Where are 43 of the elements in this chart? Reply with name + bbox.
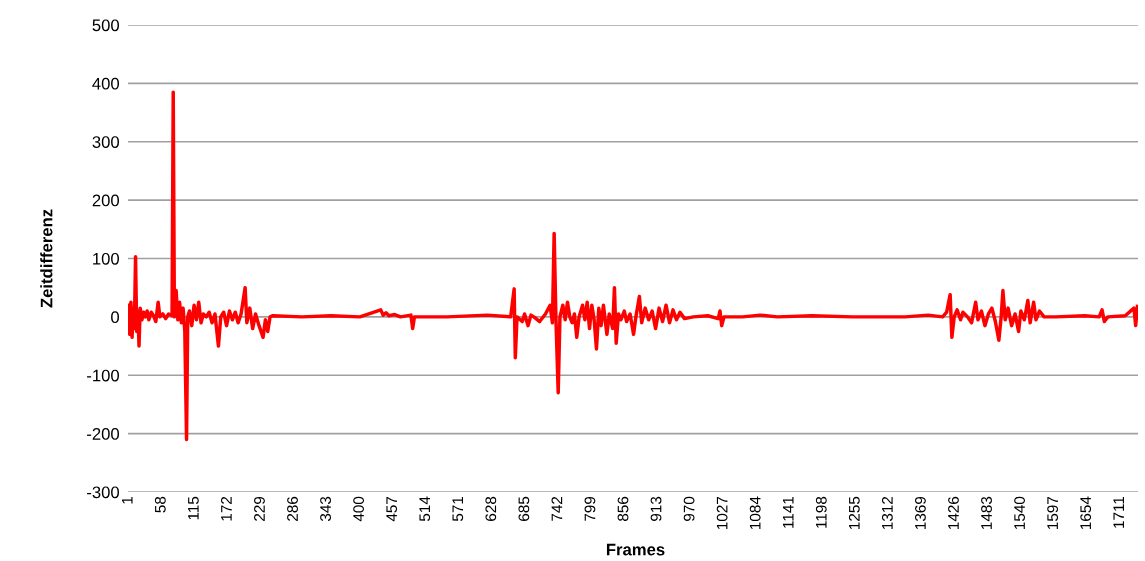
x-tick-label: 571 <box>452 496 464 522</box>
x-tick-label: 1198 <box>815 496 827 528</box>
x-tick-label: 742 <box>551 496 563 521</box>
x-tick-label: 1 <box>122 496 133 504</box>
x-tick-label: 1369 <box>915 496 926 529</box>
x-tick-label: 1141 <box>782 496 794 528</box>
x-tick-label: 1597 <box>1047 496 1059 529</box>
x-tick-label: 58 <box>154 496 166 513</box>
x-tick-label: 799 <box>584 496 596 521</box>
x-tick-label: 1084 <box>749 496 761 529</box>
x-tick-label: 913 <box>650 496 662 521</box>
x-tick-label: 343 <box>320 496 331 522</box>
y-tick-label: 100 <box>93 252 120 265</box>
x-tick-label: 172 <box>221 496 232 521</box>
x-tick-label: 1483 <box>981 496 992 529</box>
x-tick-label: 1711 <box>1113 496 1124 528</box>
x-tick-label: 229 <box>254 496 265 521</box>
x-tick-label: 286 <box>287 496 298 521</box>
y-tick-label: 400 <box>92 77 120 90</box>
y-tick-label: -200 <box>87 428 120 440</box>
x-tick-label: 1426 <box>948 496 959 529</box>
y-tick-label: -100 <box>87 369 120 382</box>
y-tick-label: 0 <box>111 311 120 324</box>
x-tick-label: 685 <box>518 496 530 521</box>
x-tick-label: 1312 <box>881 496 893 529</box>
line-series <box>128 90 1138 442</box>
y-axis-title: Zeitdifferenz <box>40 209 53 308</box>
x-tick-label: 514 <box>419 496 431 522</box>
x-tick-label: 115 <box>188 496 199 520</box>
x-tick-label: 1654 <box>1080 496 1092 529</box>
x-tick-label: 400 <box>353 496 365 522</box>
y-tick-label: 200 <box>92 194 120 207</box>
y-tick-label: -300 <box>87 486 120 499</box>
x-tick-label: 628 <box>485 496 497 521</box>
x-tick-label: 457 <box>386 496 398 522</box>
x-tick-label: 856 <box>617 496 629 521</box>
x-tick-label: 1540 <box>1014 496 1025 529</box>
x-tick-label: 1027 <box>716 496 728 529</box>
x-tick-label: 970 <box>683 496 695 521</box>
x-axis-title: Frames <box>606 543 665 556</box>
y-tick-label: 300 <box>92 136 120 148</box>
x-tick-label: 1255 <box>848 496 860 529</box>
y-tick-label: 500 <box>92 19 120 32</box>
